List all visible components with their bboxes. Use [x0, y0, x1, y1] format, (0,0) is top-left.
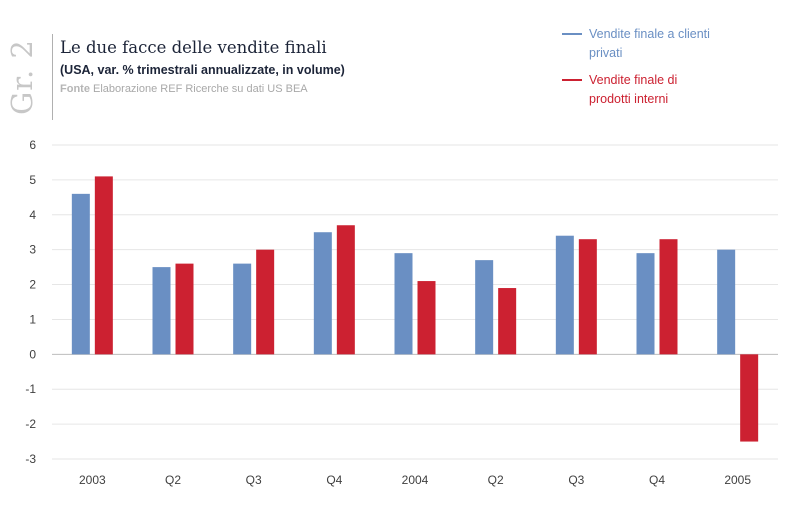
chart-gridlines: [52, 144, 778, 460]
x-axis-labels: 2003 Q2 Q3 Q4 2004 Q2 Q3 Q4 2005: [79, 473, 751, 487]
bar-series-1: [152, 267, 171, 355]
figure-number-divider: [52, 34, 53, 120]
x-tick-label: 2005: [724, 473, 751, 487]
x-tick-label: 2003: [79, 473, 106, 487]
y-tick-label: 3: [29, 243, 36, 257]
x-tick-label: Q2: [165, 473, 181, 487]
legend-item-domestic-sales: Vendite finale di prodotti interni: [562, 71, 742, 109]
y-tick-label: 2: [29, 278, 36, 292]
bar-series-2: [578, 239, 597, 355]
y-tick-label: 4: [29, 208, 36, 222]
chart-title: Le due facce delle vendite finali: [60, 38, 327, 57]
y-tick-label: 0: [29, 347, 36, 361]
y-tick-label: -2: [25, 417, 36, 431]
bar-series-2: [175, 263, 194, 355]
bar-series-1: [233, 263, 252, 355]
y-axis-labels: 6 5 4 3 2 1 0 -1 -2 -3: [25, 138, 36, 466]
bar-series-2: [336, 225, 355, 355]
bar-series-2: [659, 239, 678, 355]
chart-bars: [71, 176, 759, 442]
source-label: Fonte: [60, 83, 90, 95]
x-tick-label: Q3: [246, 473, 262, 487]
bar-series-1: [313, 232, 332, 355]
x-tick-label: 2004: [402, 473, 429, 487]
bar-series-1: [71, 193, 90, 355]
y-tick-label: -1: [25, 382, 36, 396]
bar-series-1: [394, 253, 413, 355]
y-tick-label: 1: [29, 312, 36, 326]
y-tick-label: 6: [29, 138, 36, 152]
bar-series-1: [636, 253, 655, 355]
chart-source: Fonte Elaborazione REF Ricerche su dati …: [60, 83, 308, 95]
bar-series-2: [94, 176, 113, 355]
bar-series-2: [498, 288, 517, 355]
bar-series-1: [475, 260, 494, 355]
legend-item-private-sales: Vendite finale a clienti privati: [562, 25, 742, 63]
x-tick-label: Q4: [326, 473, 342, 487]
source-text: Elaborazione REF Ricerche su dati US BEA: [93, 83, 308, 95]
bar-series-2: [740, 354, 759, 442]
bar-series-2: [256, 249, 275, 355]
bar-series-1: [555, 235, 574, 355]
x-tick-label: Q2: [488, 473, 504, 487]
legend-label-domestic-sales: Vendite finale di prodotti interni: [589, 73, 678, 106]
legend-swatch-domestic-sales: [562, 79, 582, 81]
legend-label-private-sales: Vendite finale a clienti privati: [589, 27, 710, 60]
chart-legend: Vendite finale a clienti privati Vendite…: [562, 25, 742, 117]
x-tick-label: Q4: [649, 473, 665, 487]
chart-subtitle: (USA, var. % trimestrali annualizzate, i…: [60, 63, 345, 77]
y-tick-label: 5: [29, 173, 36, 187]
y-tick-label: -3: [25, 452, 36, 466]
legend-swatch-private-sales: [562, 33, 582, 35]
bar-series-1: [717, 249, 736, 355]
x-tick-label: Q3: [568, 473, 584, 487]
bar-series-2: [417, 281, 436, 355]
